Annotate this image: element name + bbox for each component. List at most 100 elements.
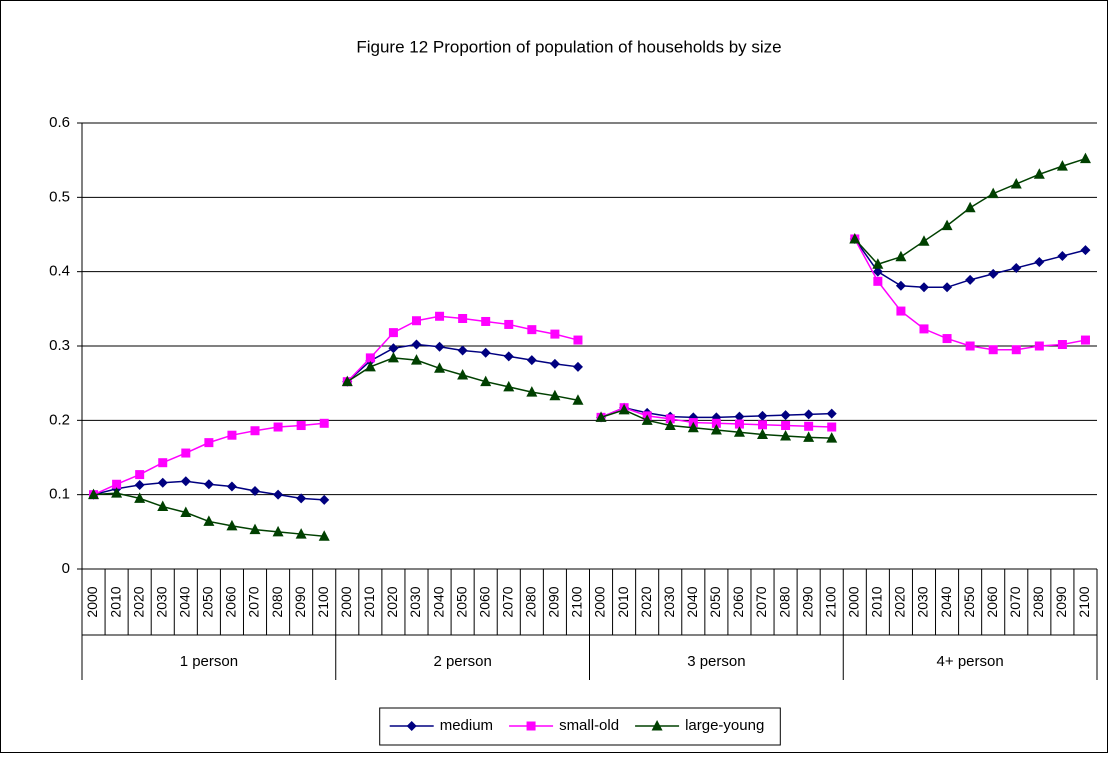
marker-triangle: [318, 530, 330, 541]
marker-triangle: [826, 432, 838, 443]
marker-triangle: [1010, 177, 1022, 189]
marker-square: [1057, 340, 1067, 350]
marker-square: [204, 438, 214, 448]
marker-square: [758, 420, 768, 430]
x-tick-label: 2060: [223, 586, 239, 617]
marker-triangle: [157, 500, 169, 512]
marker-diamond: [480, 347, 491, 358]
marker-diamond: [406, 721, 417, 731]
x-tick-label: 2010: [107, 586, 123, 617]
x-tick-label: 2010: [615, 586, 631, 617]
marker-diamond: [250, 485, 261, 496]
marker-triangle: [572, 394, 584, 405]
marker-square: [873, 276, 883, 286]
x-tick-label: 2060: [984, 586, 1000, 617]
x-tick-label: 2060: [476, 586, 492, 617]
x-tick-label: 2030: [407, 586, 423, 617]
marker-triangle: [226, 519, 238, 531]
x-tick-label: 2080: [776, 586, 792, 617]
x-tick-label: 2070: [1007, 586, 1023, 617]
x-tick-label: 2080: [269, 586, 285, 617]
x-tick-label: 2040: [684, 586, 700, 617]
x-tick-label: 2000: [845, 586, 861, 617]
marker-triangle: [180, 506, 192, 518]
x-tick-label: 2020: [892, 586, 908, 617]
x-tick-label: 2060: [730, 586, 746, 617]
x-tick-label: 2030: [661, 586, 677, 617]
x-tick-label: 2090: [799, 586, 815, 617]
marker-triangle: [757, 428, 769, 439]
x-tick-label: 2050: [961, 586, 977, 617]
marker-square: [250, 426, 260, 436]
marker-diamond: [803, 409, 814, 420]
marker-triangle: [1056, 160, 1068, 171]
marker-triangle: [710, 423, 722, 435]
marker-square: [273, 422, 283, 432]
marker-square: [804, 421, 814, 431]
y-tick-label: 0.5: [49, 188, 70, 205]
y-tick-label: 0: [62, 560, 70, 577]
marker-diamond: [388, 343, 399, 354]
x-tick-label: 2000: [592, 586, 608, 617]
marker-diamond: [895, 280, 906, 291]
marker-triangle: [249, 523, 261, 535]
marker-triangle: [272, 525, 284, 537]
marker-triangle: [457, 368, 469, 380]
marker-diamond: [872, 266, 883, 277]
marker-triangle: [549, 389, 561, 401]
marker-square: [734, 419, 744, 429]
x-tick-label: 2040: [430, 586, 446, 617]
group-label: 2 person: [433, 653, 491, 670]
marker-square: [388, 328, 398, 338]
marker-triangle: [1033, 168, 1045, 179]
x-tick-label: 2070: [499, 586, 515, 617]
x-tick-label: 2030: [915, 586, 931, 617]
marker-triangle: [111, 487, 123, 498]
marker-diamond: [549, 358, 560, 369]
marker-triangle: [872, 258, 884, 269]
x-tick-label: 2040: [177, 586, 193, 617]
marker-square: [319, 418, 329, 428]
marker-triangle: [618, 403, 630, 415]
marker-diamond: [457, 345, 468, 356]
marker-square: [550, 329, 560, 339]
marker-diamond: [1057, 251, 1068, 262]
marker-square: [181, 448, 191, 458]
legend-label: medium: [440, 717, 493, 734]
marker-diamond: [273, 489, 284, 500]
x-tick-label: 2100: [1076, 586, 1092, 617]
marker-diamond: [1034, 257, 1045, 268]
marker-diamond: [965, 274, 976, 285]
group-label: 1 person: [180, 653, 238, 670]
marker-diamond: [572, 361, 583, 372]
marker-square: [411, 316, 421, 326]
x-tick-label: 2100: [315, 586, 331, 617]
marker-square: [112, 479, 122, 489]
marker-triangle: [895, 250, 907, 262]
marker-triangle: [410, 354, 422, 365]
x-tick-label: 2010: [361, 586, 377, 617]
marker-triangle: [341, 375, 353, 387]
marker-square: [1080, 335, 1090, 345]
marker-diamond: [226, 481, 237, 492]
marker-square: [1034, 341, 1044, 351]
legend-box: [379, 707, 781, 746]
marker-square: [158, 458, 168, 468]
y-tick-label: 0.3: [49, 337, 70, 354]
marker-triangle: [733, 426, 745, 437]
marker-square: [942, 334, 952, 344]
marker-diamond: [134, 480, 145, 491]
marker-triangle: [964, 201, 976, 213]
x-tick-label: 2090: [546, 586, 562, 617]
x-tick-label: 2090: [292, 586, 308, 617]
marker-diamond: [757, 410, 768, 421]
marker-diamond: [180, 476, 191, 487]
legend-label: large-young: [685, 717, 764, 734]
x-tick-label: 2050: [707, 586, 723, 617]
x-tick-label: 2070: [246, 586, 262, 617]
marker-diamond: [503, 351, 514, 362]
marker-square: [965, 341, 975, 351]
x-tick-label: 2000: [338, 586, 354, 617]
y-tick-label: 0.1: [49, 486, 70, 503]
